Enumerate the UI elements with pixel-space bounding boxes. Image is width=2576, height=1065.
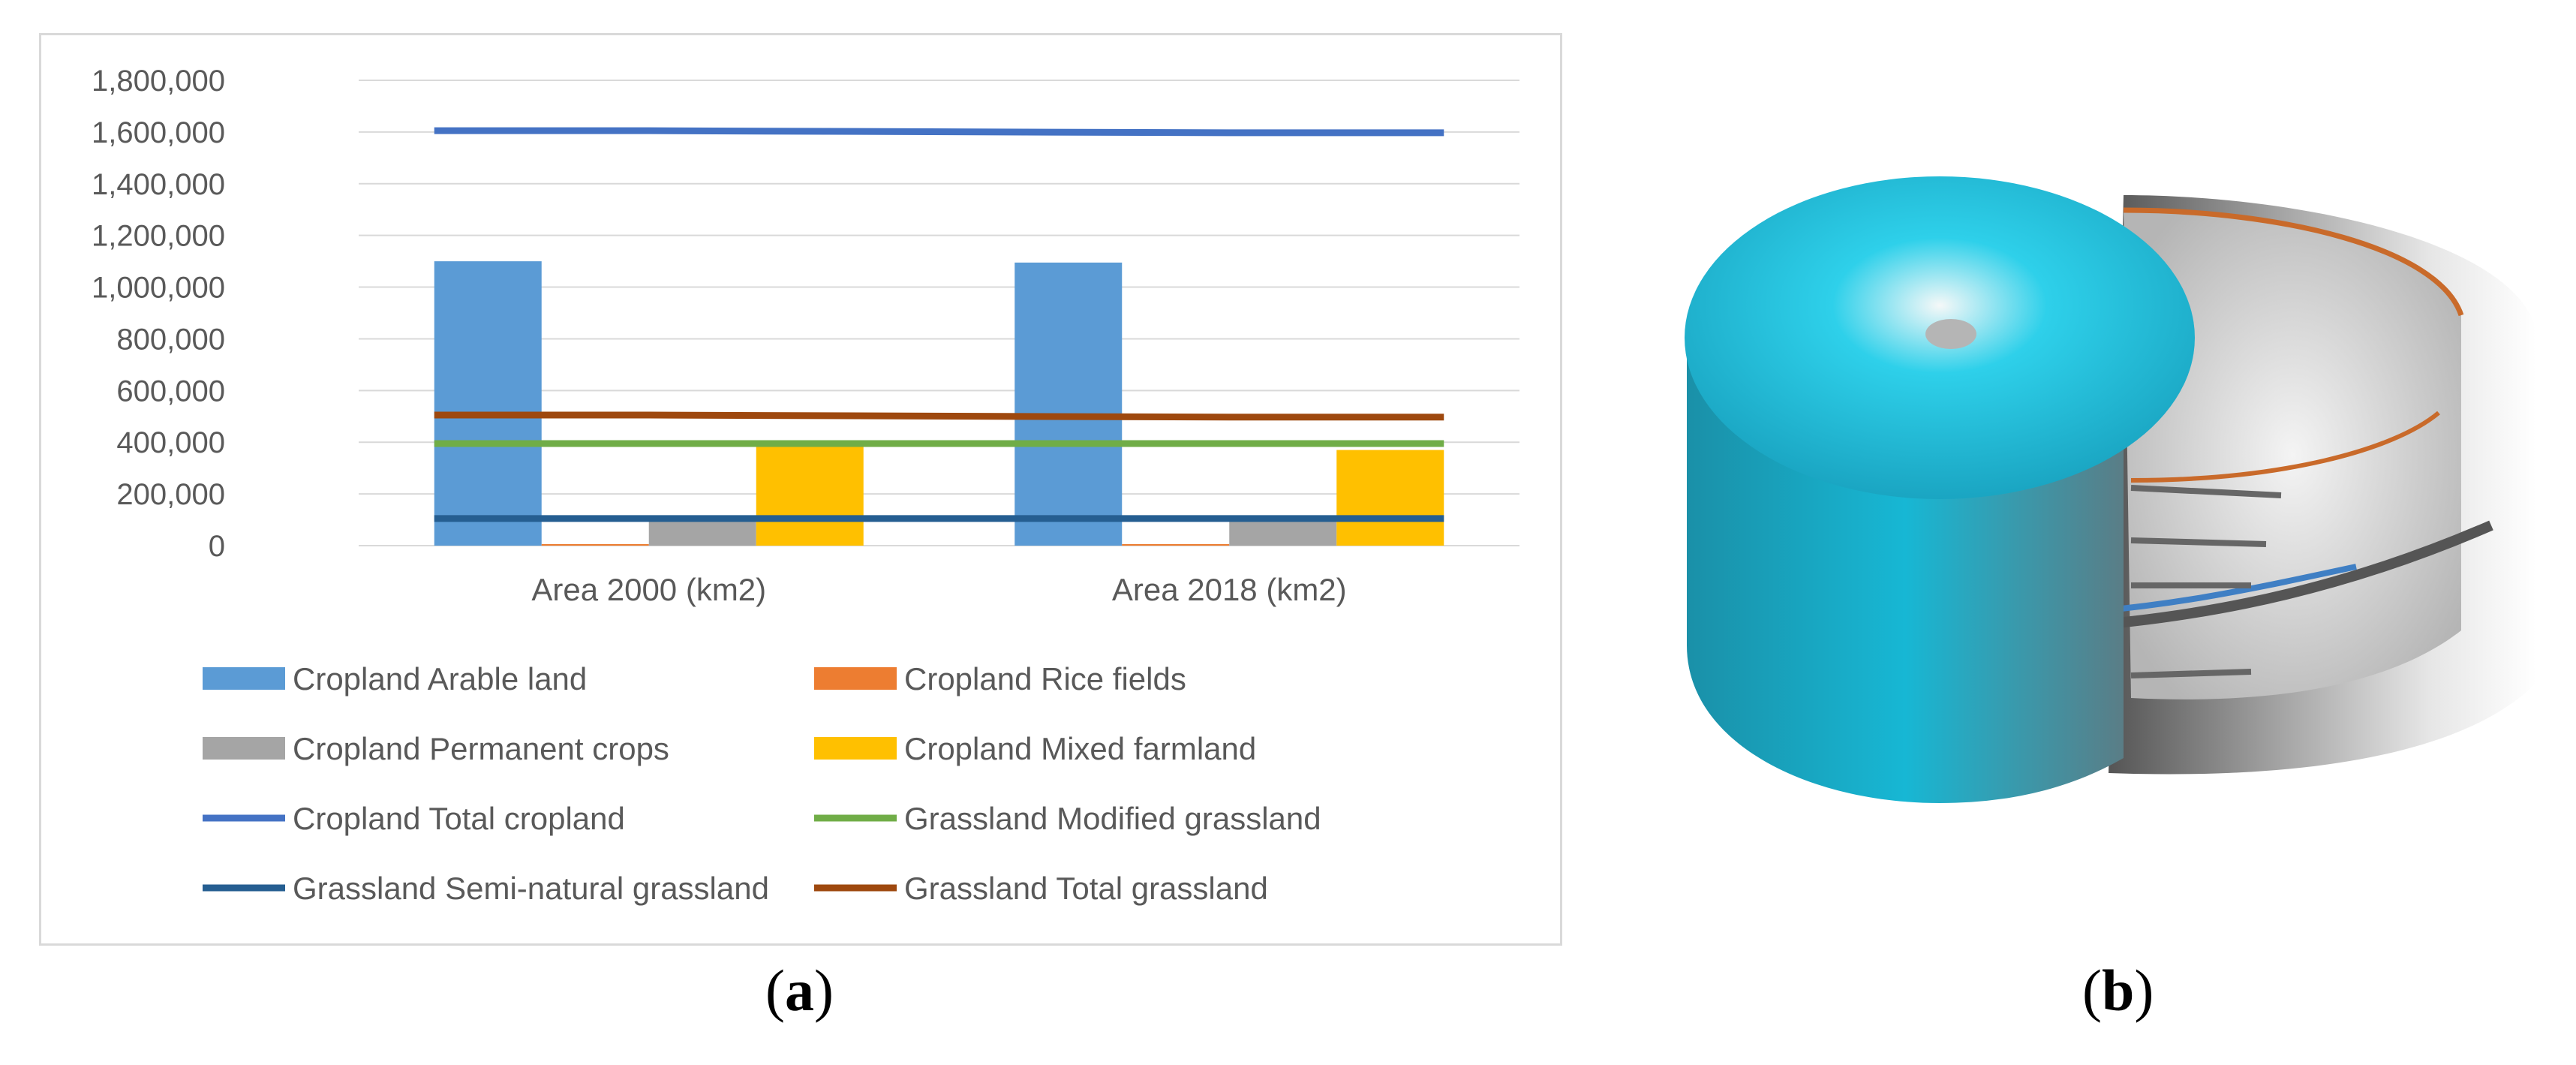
bar bbox=[1122, 543, 1230, 546]
legend-label: Grassland Modified grassland bbox=[904, 801, 1321, 836]
y-tick-label: 600,000 bbox=[116, 375, 225, 408]
y-tick-label: 800,000 bbox=[116, 323, 225, 356]
bar bbox=[1336, 450, 1444, 546]
legend-swatch bbox=[814, 667, 897, 690]
y-tick-label: 200,000 bbox=[116, 478, 225, 511]
legend-label: Cropland Rice fields bbox=[904, 661, 1186, 696]
y-tick-label: 1,200,000 bbox=[92, 220, 225, 253]
y-tick-label: 1,800,000 bbox=[92, 65, 225, 98]
series-line bbox=[434, 127, 1444, 137]
y-tick-label: 0 bbox=[209, 530, 225, 563]
legend-label: Grassland Semi-natural grassland bbox=[293, 871, 769, 906]
legend-label: Cropland Total cropland bbox=[293, 801, 625, 836]
category-label: Area 2018 (km2) bbox=[1112, 572, 1347, 607]
bar bbox=[1014, 262, 1123, 546]
y-tick-label: 400,000 bbox=[116, 426, 225, 459]
bar-line-chart: 0 200,000 400,000 600,000 800,000 1,000,000 1,… bbox=[92, 65, 1519, 906]
bar bbox=[541, 543, 649, 546]
legend-swatch bbox=[203, 667, 285, 690]
category-label: Area 2000 (km2) bbox=[531, 572, 766, 607]
legend-swatch bbox=[203, 737, 285, 760]
bar bbox=[434, 261, 542, 546]
caption-a: (a) bbox=[765, 958, 834, 1023]
bar bbox=[648, 518, 756, 546]
chart-panel: 0 200,000 400,000 600,000 800,000 1,000,000 1,… bbox=[39, 33, 1562, 946]
legend-label: Cropland Arable land bbox=[293, 661, 587, 696]
bar bbox=[756, 444, 864, 546]
series-line bbox=[434, 411, 1444, 421]
legend-swatch bbox=[814, 737, 897, 760]
y-tick-label: 1,600,000 bbox=[92, 116, 225, 149]
y-tick-label: 1,400,000 bbox=[92, 168, 225, 201]
legend-label: Cropland Permanent crops bbox=[293, 731, 669, 766]
cylinder-figure bbox=[1685, 176, 2536, 803]
cylinder-body bbox=[1685, 176, 2195, 803]
legend-label: Cropland Mixed farmland bbox=[904, 731, 1256, 766]
caption-b: (b) bbox=[2082, 958, 2154, 1023]
y-tick-label: 1,000,000 bbox=[92, 272, 225, 305]
legend-label: Grassland Total grassland bbox=[904, 871, 1268, 906]
